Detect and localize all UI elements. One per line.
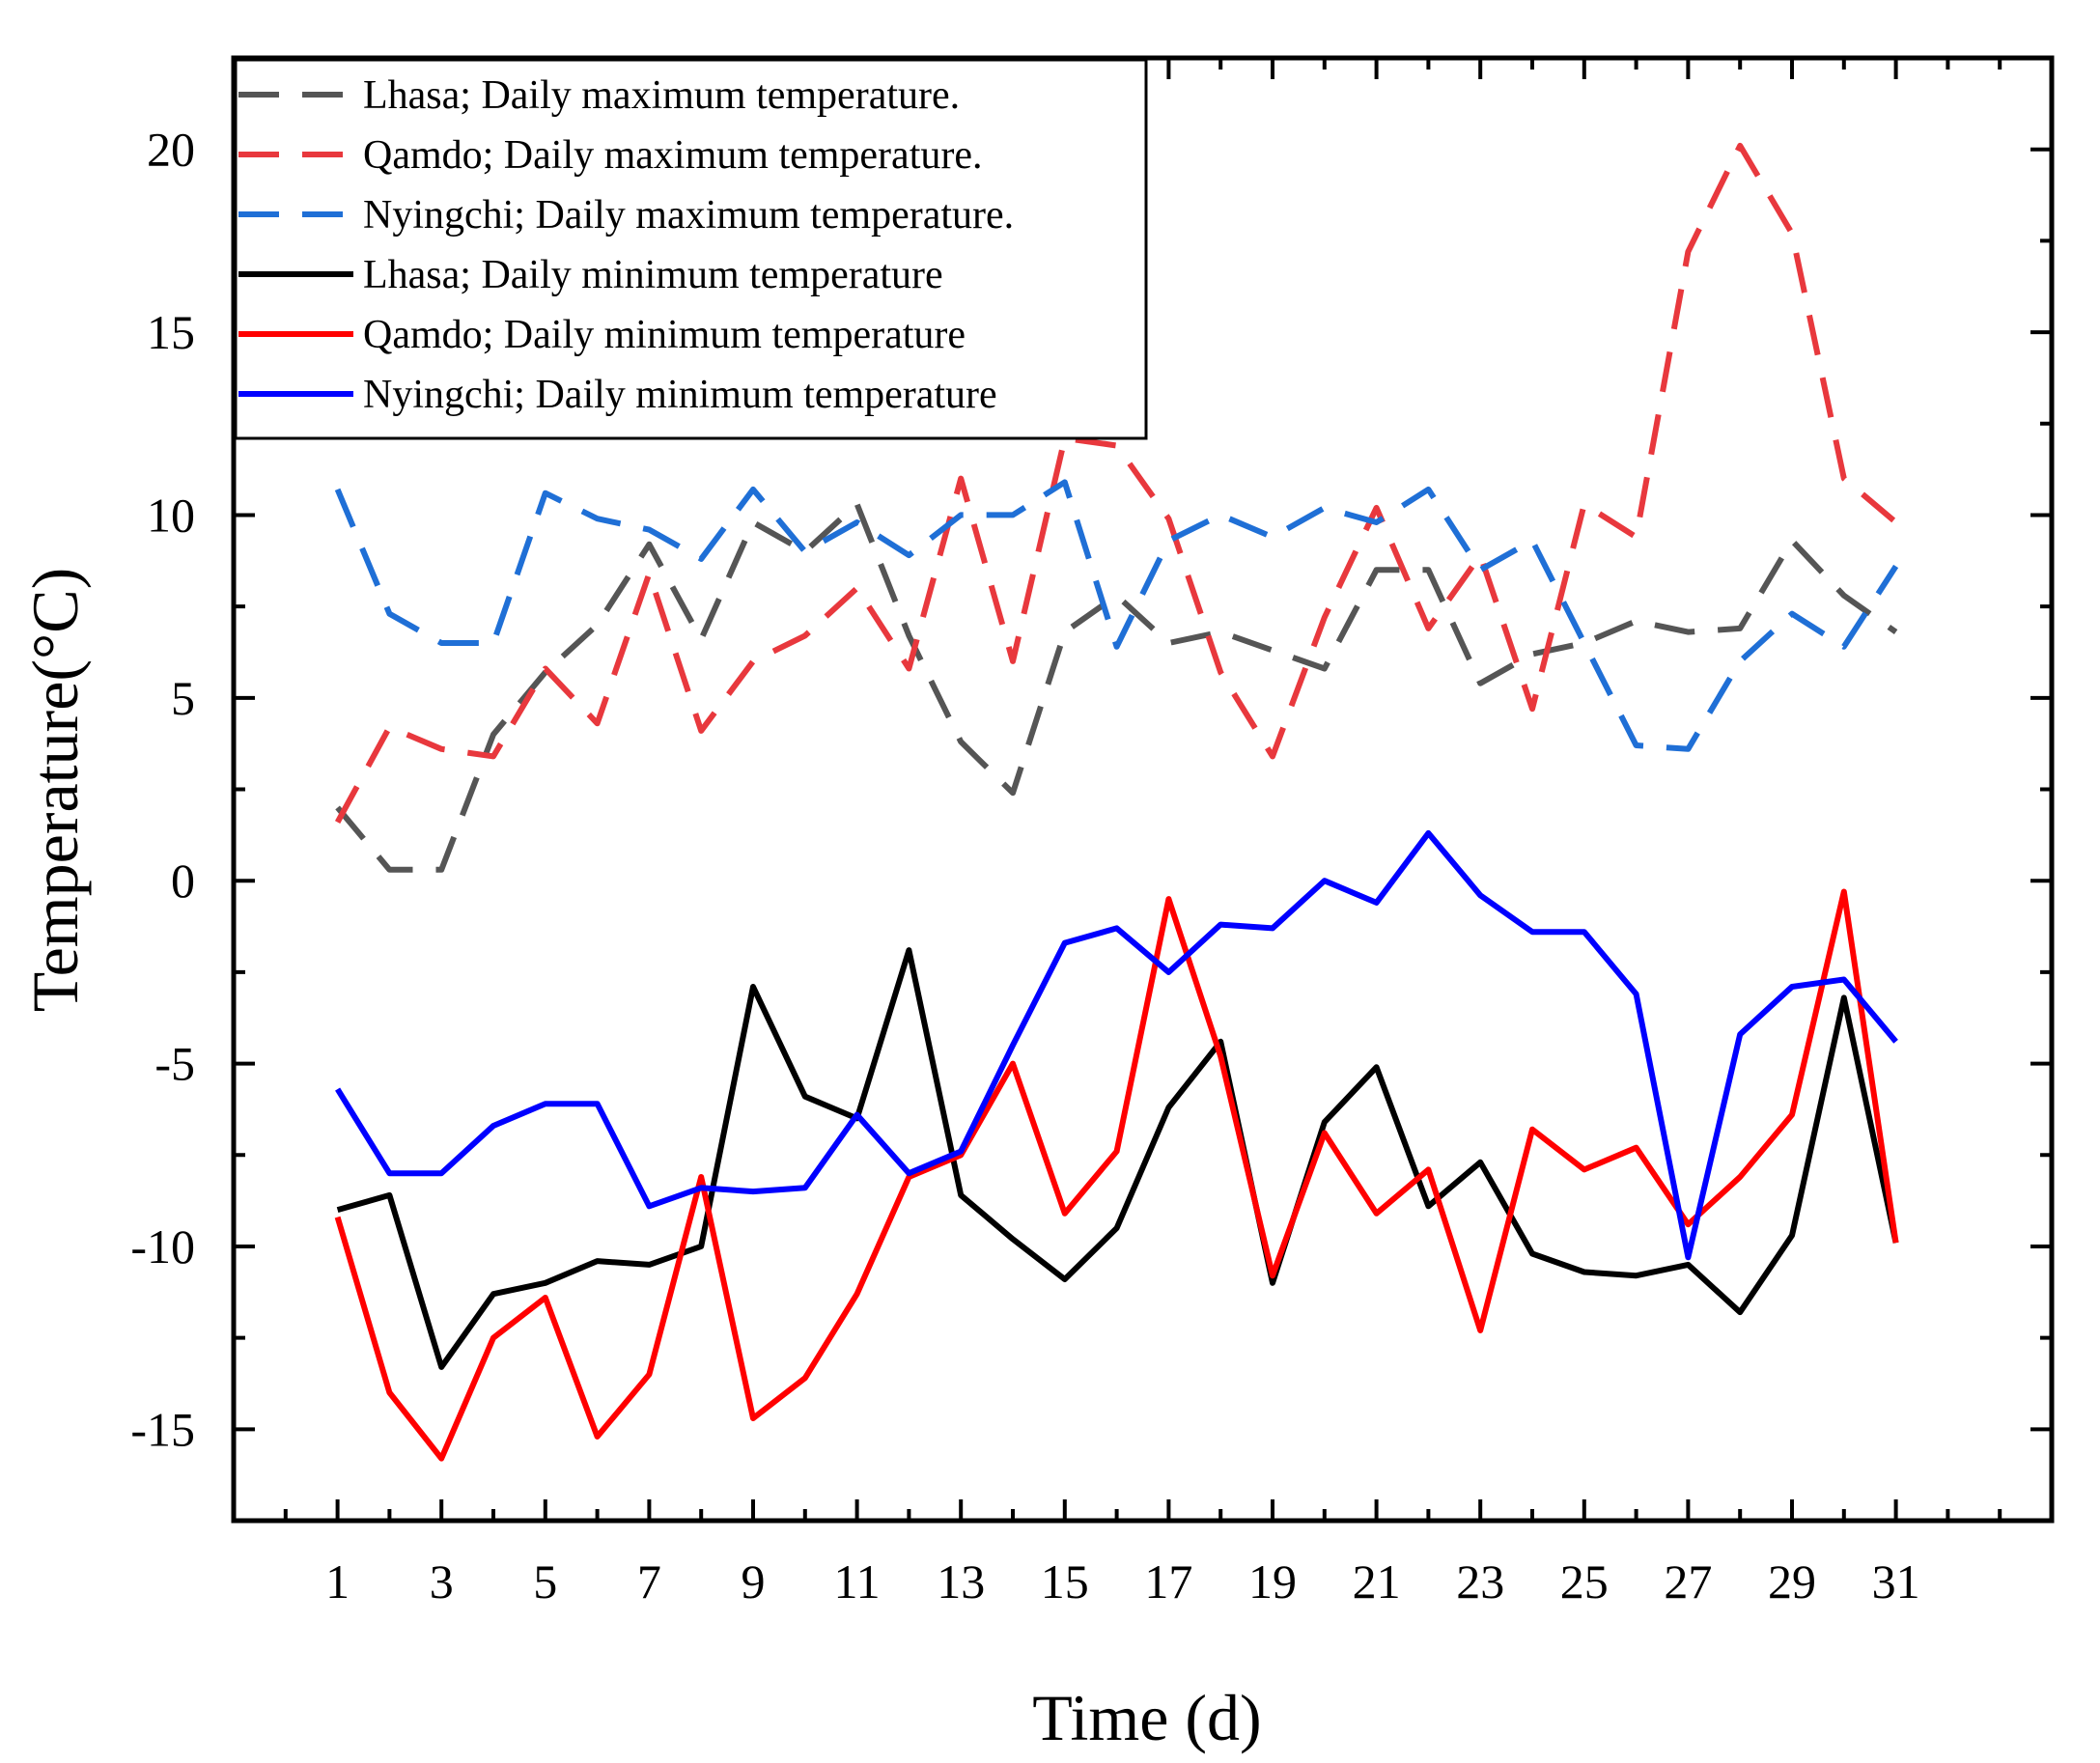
x-tick-label: 27 bbox=[1664, 1554, 1712, 1609]
y-axis-title: Temperature(°C) bbox=[18, 568, 92, 1012]
y-tick-label: -5 bbox=[154, 1037, 195, 1091]
series-line-5 bbox=[335, 829, 1898, 1261]
y-tick-label: 10 bbox=[147, 488, 195, 542]
x-tick-label: 23 bbox=[1456, 1554, 1504, 1609]
y-tick-label: 15 bbox=[147, 305, 195, 359]
series-line-4 bbox=[334, 888, 1899, 1462]
x-tick-label: 25 bbox=[1560, 1554, 1609, 1609]
x-tick-label: 9 bbox=[742, 1554, 766, 1609]
series-line-1 bbox=[334, 142, 1898, 825]
legend-label-1: Qamdo; Daily maximum temperature. bbox=[363, 133, 982, 178]
axis-ticks: 1 3 5 7 9 11 13 15 17 19 21 23 25 27 29 3120151050-5-10… bbox=[130, 56, 2052, 1609]
x-tick-label: 15 bbox=[1041, 1554, 1089, 1609]
legend-label-2: Nyingchi; Daily maximum temperature. bbox=[363, 193, 1014, 238]
x-tick-label: 21 bbox=[1353, 1554, 1401, 1609]
series-lines bbox=[334, 142, 1899, 1462]
x-tick-label: 17 bbox=[1144, 1554, 1192, 1609]
x-tick-label: 3 bbox=[430, 1554, 454, 1609]
x-tick-label: 1 bbox=[325, 1554, 350, 1609]
x-tick-label: 7 bbox=[637, 1554, 661, 1609]
x-tick-label: 19 bbox=[1248, 1554, 1297, 1609]
y-tick-label: 0 bbox=[171, 854, 195, 908]
x-tick-label: 31 bbox=[1872, 1554, 1920, 1609]
legend-label-5: Nyingchi; Daily minimum temperature bbox=[363, 373, 997, 417]
x-tick-label: 29 bbox=[1768, 1554, 1816, 1609]
y-tick-label: -15 bbox=[130, 1402, 195, 1456]
legend-label-0: Lhasa; Daily maximum temperature. bbox=[363, 73, 960, 118]
y-tick-label: -10 bbox=[130, 1219, 195, 1273]
x-tick-label: 11 bbox=[834, 1554, 881, 1609]
x-axis-title: Time (d) bbox=[1032, 1681, 1261, 1754]
legend-label-4: Qamdo; Daily minimum temperature bbox=[363, 313, 966, 357]
y-tick-label: 20 bbox=[147, 123, 195, 177]
series-line-3 bbox=[336, 947, 1899, 1370]
x-tick-label: 13 bbox=[937, 1554, 985, 1609]
y-tick-label: 5 bbox=[171, 671, 195, 725]
legend-label-3: Lhasa; Daily minimum temperature bbox=[363, 253, 943, 297]
legend-box bbox=[234, 58, 1148, 440]
series-line-2 bbox=[334, 479, 1899, 752]
x-tick-label: 5 bbox=[533, 1554, 557, 1609]
legend: Lhasa; Daily maximum temperature. Qamdo; … bbox=[234, 58, 1148, 440]
